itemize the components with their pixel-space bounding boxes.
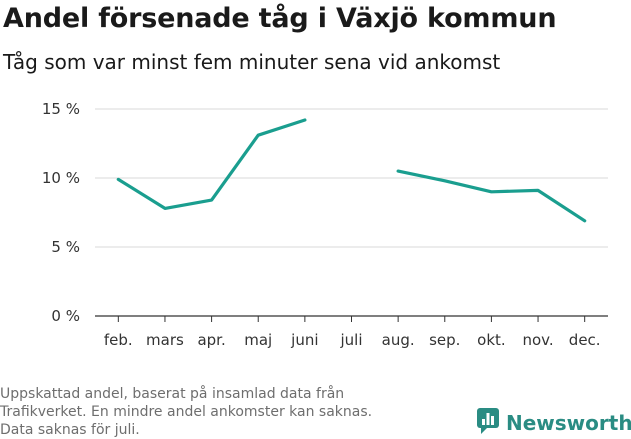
x-tick-label: dec. [569, 331, 601, 349]
x-tick-label: apr. [197, 331, 225, 349]
footnote-line: Data saknas för juli. [0, 422, 140, 438]
y-tick-label: 5 % [51, 238, 80, 256]
series [116, 118, 587, 223]
chart-subtitle: Tåg som var minst fem minuter sena vid a… [3, 50, 501, 74]
x-tick-label: maj [244, 331, 272, 349]
footnote: Uppskattad andel, baserat på insamlad da… [0, 385, 440, 439]
series-line [396, 169, 587, 223]
x-tick-label: feb. [104, 331, 133, 349]
x-tick-label: juli [339, 331, 362, 349]
series-line [116, 118, 307, 210]
y-tick-label: 10 % [42, 169, 80, 187]
y-tick-label: 15 % [42, 100, 80, 118]
newsworthy-logo-icon [476, 407, 500, 439]
line-chart: 0 % 5 % 10 % 15 % feb. mars apr. maj juni juli au… [42, 100, 608, 349]
x-tick-label: mars [146, 331, 184, 349]
brand-name: Newsworthy [506, 411, 631, 435]
y-tick-label: 0 % [51, 307, 80, 325]
x-tick-label: sep. [429, 331, 460, 349]
footnote-line: Uppskattad andel, baserat på insamlad da… [0, 386, 345, 402]
x-tick-label: nov. [522, 331, 553, 349]
gridlines [95, 108, 608, 248]
x-tick-label: aug. [382, 331, 415, 349]
y-axis: 0 % 5 % 10 % 15 % [42, 100, 80, 325]
x-tick-label: okt. [477, 331, 506, 349]
x-tick-label: juni [290, 331, 318, 349]
x-tick-labels: feb. mars apr. maj juni juli aug. sep. okt. nov. d… [104, 316, 601, 349]
chart-title: Andel försenade tåg i Växjö kommun [3, 3, 557, 34]
footnote-line: Trafikverket. En mindre andel ankomster … [0, 404, 373, 420]
brand-logo[interactable]: Newsworthy [476, 408, 631, 438]
